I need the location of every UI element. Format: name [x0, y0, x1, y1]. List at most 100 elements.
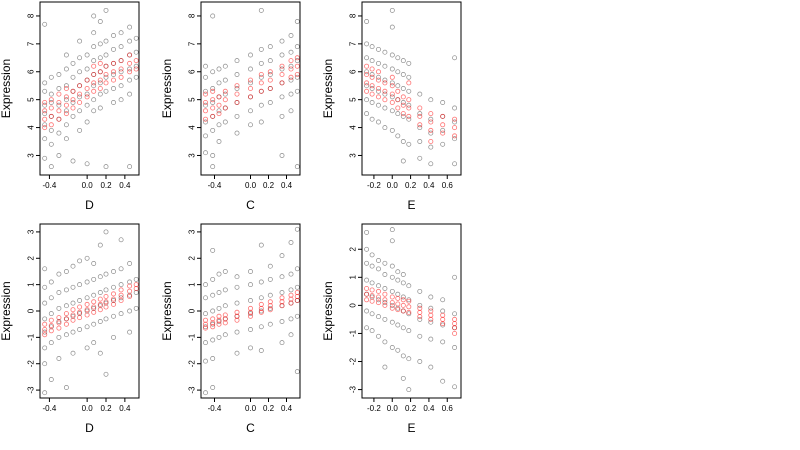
observed-point [400, 100, 406, 105]
fitted-point [56, 91, 62, 97]
observed-point [382, 316, 388, 322]
observed-point [118, 83, 124, 89]
observed-point [203, 390, 208, 396]
observed-point [56, 102, 62, 108]
observed-point [56, 305, 62, 311]
fitted-point [294, 72, 300, 78]
observed-point [288, 240, 294, 245]
x-tick-label: 0.2 [100, 404, 112, 413]
fitted-point [118, 74, 124, 80]
observed-point [210, 69, 216, 75]
observed-point [63, 97, 69, 103]
observed-point [288, 33, 294, 38]
observed-point [118, 295, 124, 301]
observed-point [294, 226, 300, 232]
x-tick-label: 0.2 [405, 181, 417, 190]
observed-point [118, 44, 124, 50]
scatter-panel: -0.4 0.0 0.2 0.4 -3 -2 -1 0 1 2 3 C Expression [160, 223, 301, 435]
fitted-point [56, 108, 62, 114]
fitted-point [440, 122, 446, 128]
fitted-point [440, 312, 446, 318]
x-tick-label: -0.4 [43, 404, 57, 413]
observed-point [428, 319, 434, 325]
fitted-point [428, 308, 434, 314]
observed-point [258, 279, 264, 285]
observed-point [118, 311, 124, 317]
observed-point [279, 290, 285, 295]
observed-point [42, 80, 48, 86]
observed-point [440, 308, 446, 314]
fitted-point [389, 294, 395, 300]
observed-point [70, 300, 76, 306]
fitted-point [389, 83, 395, 89]
observed-point [389, 227, 395, 233]
observed-point [91, 44, 97, 50]
observed-point [267, 292, 273, 298]
fitted-point [202, 100, 208, 106]
fitted-point [222, 320, 228, 326]
observed-point [210, 337, 216, 343]
fitted-point [70, 105, 76, 111]
observed-point [84, 295, 90, 301]
observed-point [382, 286, 388, 291]
observed-point [395, 111, 401, 117]
observed-point [428, 336, 434, 342]
observed-point [364, 41, 370, 47]
observed-point [234, 113, 240, 119]
y-tick-label: -2 [349, 357, 358, 365]
fitted-point [267, 307, 273, 313]
observed-point [417, 359, 423, 364]
fitted-point [42, 108, 48, 114]
observed-point [234, 86, 240, 91]
observed-point [97, 290, 103, 295]
fitted-point [216, 321, 222, 327]
fitted-point [97, 86, 103, 92]
fitted-point [202, 108, 208, 114]
observed-point [288, 332, 294, 338]
fitted-point [91, 80, 97, 86]
fitted-point [279, 303, 285, 309]
observed-point [369, 280, 375, 286]
observed-point [127, 308, 133, 314]
observed-point [400, 72, 406, 77]
observed-point [127, 261, 133, 266]
x-tick-label: 0.2 [100, 181, 112, 190]
fitted-point [382, 88, 388, 94]
observed-point [294, 74, 300, 80]
x-axis-label: C [246, 198, 255, 212]
observed-point [133, 63, 139, 69]
observed-point [203, 295, 208, 301]
observed-point [267, 58, 273, 64]
fitted-point [395, 97, 401, 103]
observed-point [91, 276, 97, 282]
fitted-point [294, 297, 300, 303]
fitted-point [369, 74, 375, 80]
fitted-point [91, 309, 97, 315]
observed-point [417, 139, 423, 144]
fitted-point [395, 301, 401, 307]
observed-point [248, 282, 253, 288]
y-tick-label: 3 [27, 153, 36, 158]
fitted-point [48, 113, 54, 119]
observed-point [91, 97, 97, 103]
observed-point [103, 164, 109, 170]
observed-point [389, 7, 395, 13]
observed-point [400, 158, 406, 164]
observed-point [406, 102, 412, 108]
observed-point [376, 46, 381, 52]
observed-point [389, 274, 395, 280]
fitted-point [84, 312, 90, 318]
observed-point [428, 97, 434, 103]
x-tick-label: -0.2 [367, 404, 381, 413]
observed-point [452, 384, 458, 390]
fitted-point [48, 97, 54, 103]
observed-point [258, 295, 264, 301]
fitted-point [364, 297, 370, 303]
observed-point [364, 260, 370, 266]
observed-point [395, 69, 401, 75]
fitted-point [97, 60, 103, 66]
x-axis-label: E [407, 198, 415, 212]
fitted-point [417, 122, 423, 128]
observed-point [440, 322, 446, 328]
fitted-point [406, 105, 412, 111]
